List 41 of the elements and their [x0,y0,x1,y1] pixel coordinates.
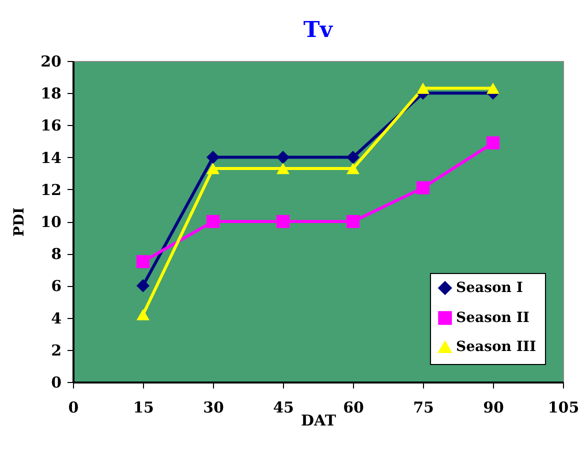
point [206,214,220,228]
y-tick-label: 4 [51,309,62,328]
x-tick-label: 60 [343,398,364,416]
point [346,150,360,164]
point [136,279,150,292]
x-tick-label: 90 [483,398,504,416]
y-tick-label: 12 [40,180,62,199]
y-tick-label: 2 [51,341,62,360]
legend-label: Season I [456,280,523,296]
x-tick-label: 105 [548,398,580,416]
point [486,136,500,150]
y-tick-label: 6 [51,277,62,296]
y-tick-label: 14 [40,148,62,167]
y-tick-label: 16 [40,116,62,135]
point [276,162,290,174]
x-tick-label: 30 [203,398,224,416]
point [276,150,290,164]
point [416,82,430,94]
y-tick-label: 8 [51,245,62,264]
point [206,162,220,174]
x-tick-label: 45 [273,398,294,416]
point [346,162,360,174]
point [206,150,220,164]
y-tick-label: 0 [51,374,62,392]
y-tick-label: 20 [40,52,62,70]
x-tick-label: 0 [68,398,79,416]
point [136,308,150,320]
point [416,181,430,194]
y-tick-label: 18 [40,84,62,103]
x-axis-title: DAT [301,412,337,430]
legend-label: Season II [456,310,530,326]
legend-label: Season III [456,339,536,355]
point [136,255,150,268]
point [486,82,500,94]
chart-title: Tv [303,17,334,43]
point [276,214,290,228]
x-tick-label: 15 [133,398,154,416]
x-tick-label: 75 [413,398,434,416]
y-tick-label: 10 [40,213,62,231]
point [346,214,360,228]
y-axis-title: PDI [12,207,28,237]
